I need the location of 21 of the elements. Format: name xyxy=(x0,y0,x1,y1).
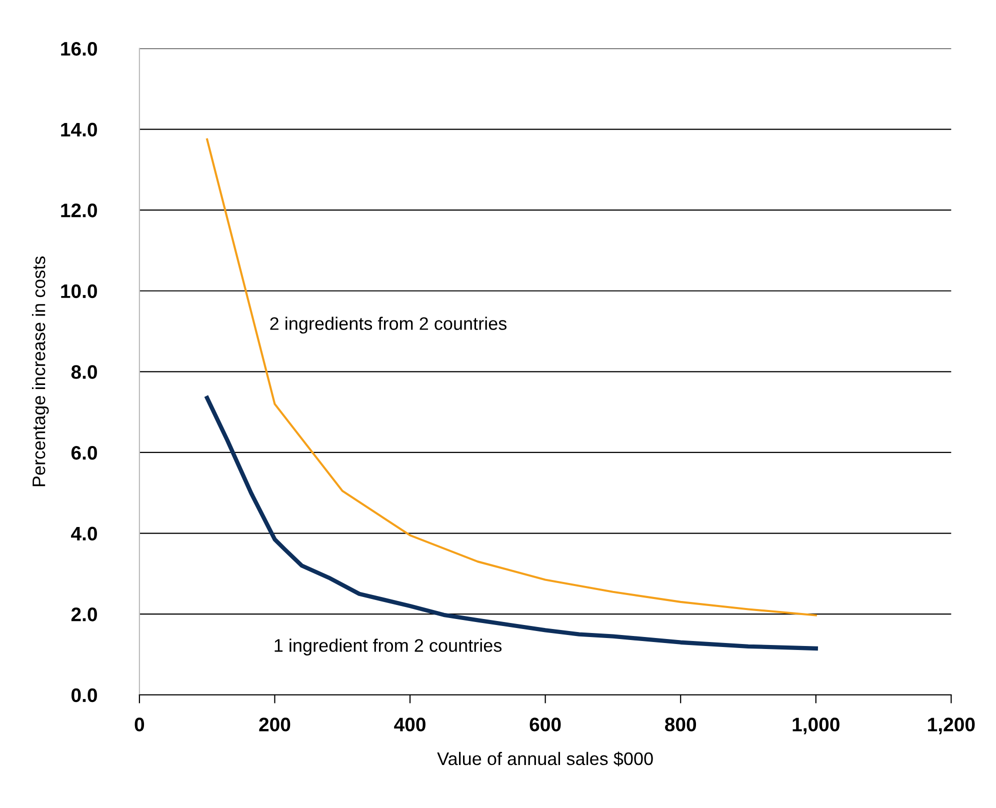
series-label: 1 ingredient from 2 countries xyxy=(274,638,502,656)
x-tick-label: 400 xyxy=(394,718,426,732)
y-tick-label: 8.0 xyxy=(71,365,97,379)
y-tick-label: 12.0 xyxy=(61,204,97,218)
x-tick-label: 1,200 xyxy=(928,718,975,734)
series-label: 2 ingredients from 2 countries xyxy=(270,316,507,334)
line-series xyxy=(206,138,817,616)
y-tick-label: 4.0 xyxy=(71,526,97,541)
x-tick-label: 800 xyxy=(664,718,696,732)
x-tick-label: 600 xyxy=(530,718,561,732)
y-tick-label: 6.0 xyxy=(71,446,97,460)
y-tick-label: 2.0 xyxy=(71,608,97,622)
y-tick-label: 16.0 xyxy=(61,42,97,56)
x-tick-label: 200 xyxy=(259,718,290,732)
y-tick-label: 0.0 xyxy=(72,688,97,702)
x-axis-title: Value of annual sales $000 xyxy=(437,752,653,766)
x-tick-label: 1,000 xyxy=(792,718,840,734)
y-axis-title: Percentage increase in costs xyxy=(32,256,49,486)
y-tick-label: 14.0 xyxy=(61,122,97,137)
y-tick-label: 10.0 xyxy=(61,284,97,298)
x-tick-label: 0 xyxy=(134,718,144,732)
